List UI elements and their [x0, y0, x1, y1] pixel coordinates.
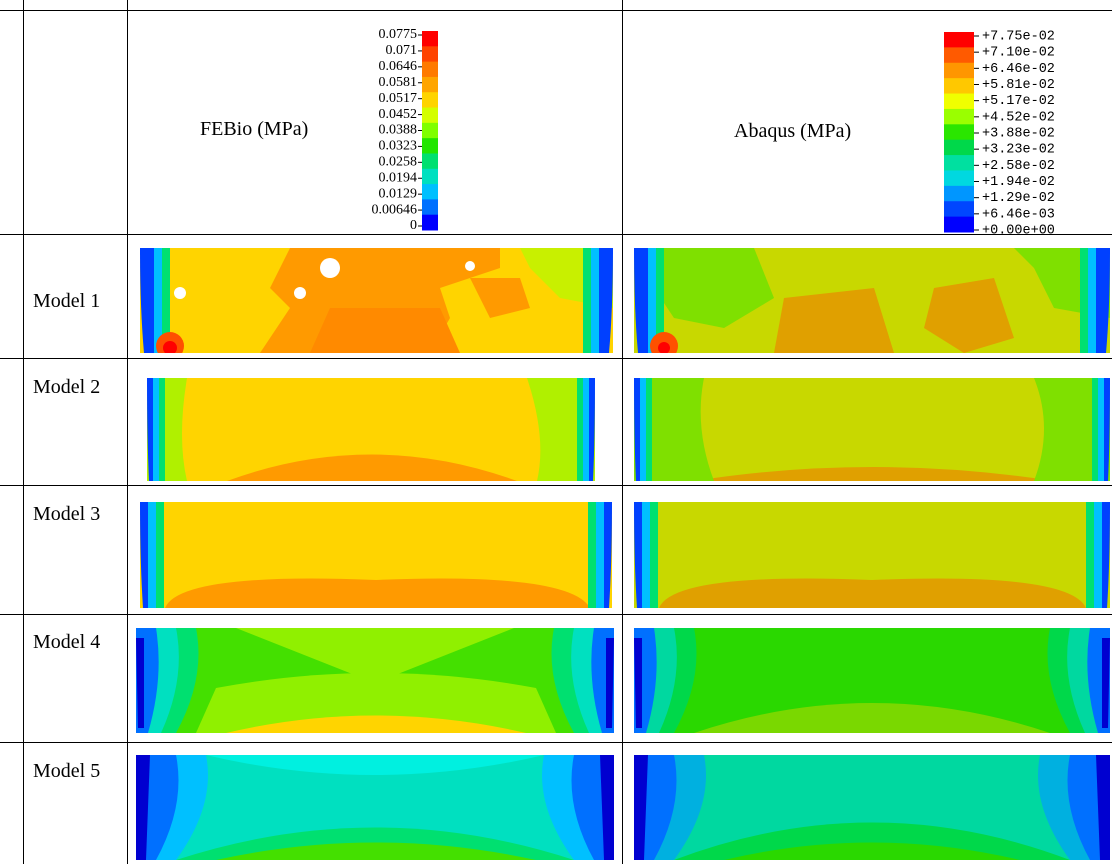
febio-legend-label: 0.00646: [372, 202, 418, 217]
model-4-febio-contour: [136, 628, 614, 733]
febio-legend-swatch: [422, 46, 438, 63]
abaqus-legend-label: +0.00e+00: [982, 224, 1055, 234]
row-label-model-3: Model 3: [33, 503, 101, 525]
abaqus-legend-swatch: [944, 139, 974, 156]
febio-legend-swatch: [422, 214, 438, 231]
febio-column-title: FEBio (MPa): [200, 118, 309, 140]
abaqus-legend-swatch: [944, 47, 974, 64]
abaqus-legend-label: +1.29e-02: [982, 191, 1055, 206]
model-1-abaqus-contour: [634, 248, 1110, 353]
abaqus-legend-swatch: [944, 62, 974, 79]
febio-legend-label: 0.0258: [379, 155, 418, 170]
model-1-febio-contour: [140, 248, 613, 353]
febio-legend-swatch: [422, 153, 438, 170]
abaqus-legend-label: +6.46e-02: [982, 62, 1055, 77]
febio-legend-swatch: [422, 31, 438, 47]
table-border: [127, 0, 128, 864]
abaqus-legend-swatch: [944, 32, 974, 48]
abaqus-legend-swatch: [944, 216, 974, 233]
febio-legend-swatch: [422, 138, 438, 154]
abaqus-color-legend: +7.75e-02+7.10e-02+6.46e-02+5.81e-02+5.1…: [944, 30, 1055, 234]
model-4-abaqus-contour: [634, 628, 1110, 733]
abaqus-legend-label: +4.52e-02: [982, 110, 1055, 125]
febio-legend-label: 0.0581: [379, 75, 418, 90]
row-label-model-1: Model 1: [33, 290, 101, 312]
table-border: [0, 742, 1112, 743]
febio-legend-swatch: [422, 61, 438, 78]
table-border: [23, 0, 24, 864]
abaqus-legend-swatch: [944, 78, 974, 95]
abaqus-legend-label: +7.10e-02: [982, 46, 1055, 61]
febio-legend-label: 0.0323: [379, 139, 418, 154]
febio-legend-label: 0.0775: [379, 27, 418, 42]
abaqus-legend-label: +6.46e-03: [982, 207, 1055, 222]
abaqus-legend-swatch: [944, 170, 974, 187]
febio-legend-swatch: [422, 92, 438, 109]
febio-legend-swatch: [422, 168, 438, 185]
febio-legend-label: 0: [410, 218, 417, 233]
febio-legend-swatch: [422, 199, 438, 216]
abaqus-legend-label: +5.81e-02: [982, 78, 1055, 93]
abaqus-legend-label: +3.88e-02: [982, 127, 1055, 142]
febio-legend-swatch: [422, 184, 438, 200]
febio-legend-label: 0.0194: [379, 170, 418, 185]
row-label-model-2: Model 2: [33, 376, 101, 398]
table-border: [622, 0, 623, 864]
model-5-abaqus-contour: [634, 755, 1110, 860]
febio-legend-swatch: [422, 107, 438, 124]
table-border: [0, 614, 1112, 615]
febio-legend-swatch: [422, 122, 438, 139]
febio-header-cell: FEBio (MPa) 0.0775 0.071 0.0646 0.0581 0.051…: [128, 11, 622, 234]
febio-legend-label: 0.0452: [379, 107, 418, 122]
febio-color-legend: 0.07750.0710.06460.05810.05170.04520.038…: [372, 27, 438, 233]
row-label-model-5: Model 5: [33, 760, 101, 782]
abaqus-legend-swatch: [944, 124, 974, 141]
febio-legend-label: 0.0388: [379, 123, 418, 138]
abaqus-legend-label: +1.94e-02: [982, 175, 1055, 190]
febio-legend-label: 0.071: [386, 43, 418, 58]
model-2-febio-contour: [147, 378, 595, 481]
febio-legend-label: 0.0646: [379, 59, 418, 74]
abaqus-legend-label: +2.58e-02: [982, 159, 1055, 174]
abaqus-legend-label: +3.23e-02: [982, 143, 1055, 158]
abaqus-header-cell: Abaqus (MPa) +7.75e-02 +7.10e-02 +6.46e-02…: [623, 11, 1112, 234]
febio-legend-label: 0.0129: [379, 186, 418, 201]
model-3-abaqus-contour: [634, 502, 1110, 608]
model-3-febio-contour: [140, 502, 612, 608]
table-border: [0, 485, 1112, 486]
abaqus-column-title: Abaqus (MPa): [734, 120, 852, 142]
table-border: [0, 358, 1112, 359]
abaqus-legend-swatch: [944, 155, 974, 171]
table-border: [0, 10, 1112, 11]
model-5-febio-contour: [136, 755, 614, 860]
febio-legend-label: 0.0517: [379, 91, 418, 106]
abaqus-legend-label: +5.17e-02: [982, 94, 1055, 109]
abaqus-legend-swatch: [944, 201, 974, 218]
abaqus-legend-swatch: [944, 185, 974, 202]
model-2-abaqus-contour: [634, 378, 1110, 481]
abaqus-legend-label: +7.75e-02: [982, 30, 1055, 45]
row-label-model-4: Model 4: [33, 631, 101, 653]
table-border: [0, 234, 1112, 235]
abaqus-legend-swatch: [944, 93, 974, 110]
abaqus-legend-swatch: [944, 108, 974, 125]
febio-legend-swatch: [422, 76, 438, 93]
